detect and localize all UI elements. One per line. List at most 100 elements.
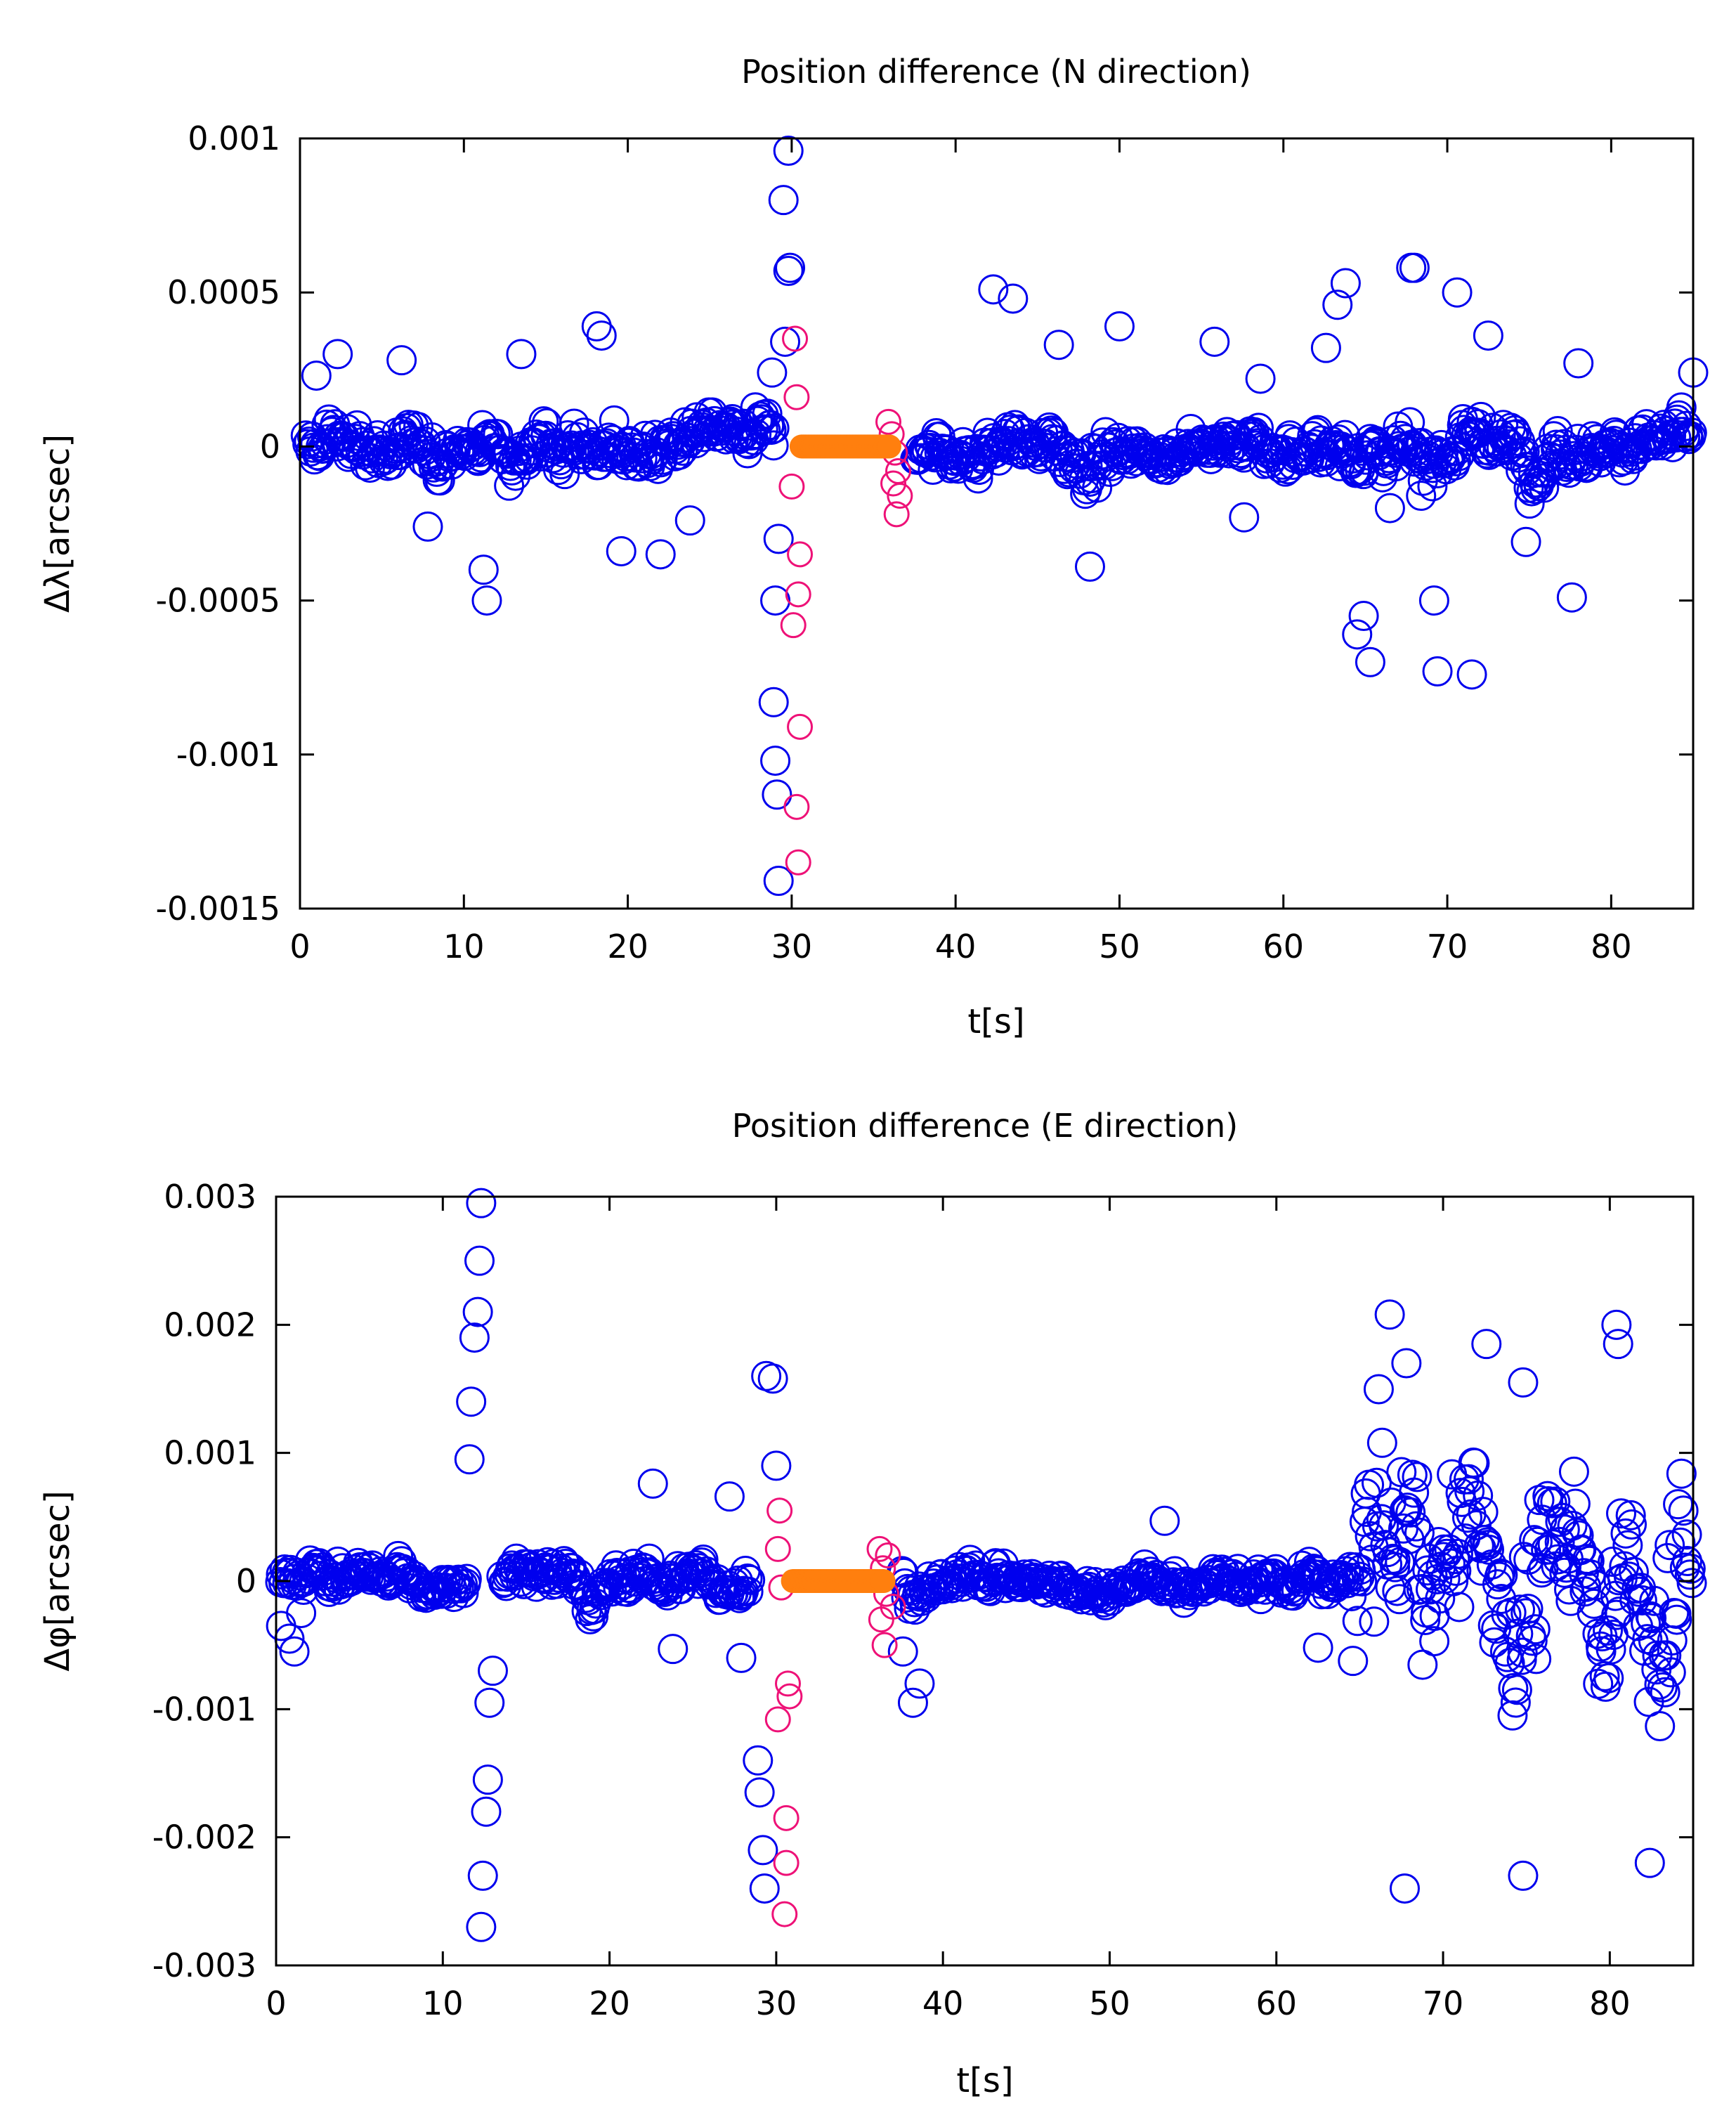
data-point — [763, 524, 794, 554]
data-point — [757, 1363, 788, 1394]
data-point — [768, 185, 799, 216]
data-point — [645, 539, 676, 570]
y-tick-label: -0.001 — [152, 1690, 256, 1728]
data-point — [1322, 290, 1353, 320]
axis-ticks: 0 10 20 30 40 50 60 70 80 0.001 0.0005 0 -0.0005 -0.0… — [155, 119, 1693, 965]
data-point — [1492, 426, 1522, 457]
data-point — [1384, 1584, 1415, 1615]
data-point — [787, 541, 814, 568]
data-point — [477, 1656, 508, 1686]
data-point — [1563, 348, 1594, 379]
data-point — [468, 554, 499, 585]
data-point — [506, 339, 537, 370]
data-point — [1463, 1480, 1494, 1511]
data-point — [462, 1296, 493, 1327]
data-point — [1473, 320, 1503, 351]
data-point — [1074, 551, 1105, 582]
data-point — [762, 779, 792, 810]
data-markers — [290, 136, 1709, 897]
data-point — [771, 1901, 798, 1927]
y-tick-label: 0.0005 — [167, 273, 280, 311]
data-point — [880, 1593, 906, 1620]
x-tick-label: 60 — [1255, 1984, 1297, 2022]
x-axis-label: t[s] — [956, 2061, 1013, 2100]
data-point — [1149, 1505, 1180, 1536]
data-point — [1199, 326, 1230, 357]
data-point — [1668, 1495, 1699, 1526]
data-point — [887, 483, 913, 509]
data-point — [471, 585, 502, 616]
data-point — [883, 501, 910, 528]
data-point — [1517, 1625, 1548, 1656]
data-point — [756, 415, 787, 446]
data-point — [1663, 1489, 1694, 1520]
y-tick-label: -0.001 — [176, 736, 280, 774]
data-point — [880, 470, 907, 497]
y-tick-label: 0.002 — [164, 1306, 256, 1344]
x-tick-label: 20 — [607, 928, 648, 965]
data-point — [1508, 1367, 1539, 1398]
data-point — [714, 1481, 745, 1512]
data-point — [764, 1706, 791, 1733]
data-point — [1422, 656, 1453, 687]
data-point — [1104, 311, 1135, 342]
data-point — [1676, 1568, 1707, 1599]
data-point — [871, 1569, 896, 1593]
data-point — [1380, 1545, 1411, 1575]
data-point — [1442, 277, 1473, 308]
x-tick-label: 0 — [266, 1984, 286, 2022]
y-tick-label: -0.0005 — [155, 582, 280, 620]
data-point — [1593, 1615, 1624, 1646]
data-point — [1395, 1497, 1426, 1528]
x-tick-label: 30 — [756, 1984, 797, 2022]
data-point — [412, 511, 443, 542]
data-point — [1536, 1488, 1567, 1519]
data-point — [383, 1540, 414, 1571]
data-point — [726, 1580, 757, 1611]
data-point — [773, 256, 804, 287]
data-point — [749, 1873, 780, 1904]
data-point — [467, 1860, 498, 1891]
data-point — [757, 357, 788, 388]
data-point — [1359, 1606, 1390, 1637]
data-point — [1645, 1711, 1676, 1742]
data-point — [783, 384, 810, 410]
data-point — [1418, 585, 1449, 616]
data-point — [1342, 619, 1373, 650]
y-tick-label: -0.0015 — [155, 890, 280, 928]
data-point — [1606, 1498, 1637, 1529]
data-point — [887, 1636, 918, 1667]
y-tick-label: 0 — [236, 1562, 256, 1600]
data-point — [744, 1777, 775, 1808]
data-point — [748, 1835, 778, 1866]
data-point — [866, 1535, 893, 1562]
data-point — [1529, 472, 1560, 503]
data-point — [266, 1611, 296, 1641]
data-point — [559, 408, 589, 439]
data-point — [1636, 1603, 1667, 1634]
data-point — [1419, 1626, 1450, 1657]
data-point — [1434, 1534, 1465, 1565]
data-point — [1521, 1644, 1552, 1674]
data-point — [962, 463, 993, 494]
data-point — [1385, 1547, 1416, 1578]
data-point — [1662, 1604, 1692, 1635]
x-tick-label: 40 — [922, 1984, 964, 2022]
data-point — [774, 1670, 801, 1697]
data-point — [1406, 481, 1437, 512]
data-point — [1402, 1462, 1432, 1493]
data-point — [1508, 1860, 1539, 1891]
data-markers — [265, 1188, 1707, 1942]
data-point — [1634, 1847, 1665, 1878]
data-point — [1603, 1329, 1633, 1360]
data-point — [1444, 1592, 1475, 1622]
data-point — [1556, 582, 1587, 613]
x-tick-label: 10 — [443, 928, 485, 965]
data-point — [466, 1188, 497, 1218]
data-point — [1453, 1464, 1484, 1495]
x-tick-label: 80 — [1591, 928, 1632, 965]
data-point — [877, 434, 901, 459]
data-point — [758, 430, 789, 461]
data-point — [726, 1642, 757, 1673]
x-tick-label: 40 — [935, 928, 977, 965]
